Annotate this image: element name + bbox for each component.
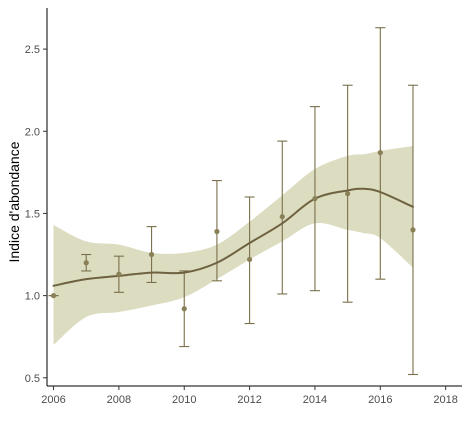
x-tick-label-2006: 2006 bbox=[41, 394, 65, 406]
y-tick-label-2.5: 2.5 bbox=[25, 44, 40, 56]
data-point-2014 bbox=[312, 196, 318, 202]
axes bbox=[46, 8, 462, 387]
data-point-2013 bbox=[279, 214, 285, 220]
y-tick-label-1: 1.0 bbox=[25, 291, 40, 303]
y-tick-label-0.5: 0.5 bbox=[25, 373, 40, 385]
data-point-2007 bbox=[83, 260, 89, 266]
data-point-2010 bbox=[181, 306, 187, 312]
x-tick-label-2016: 2016 bbox=[368, 394, 392, 406]
data-point-2012 bbox=[246, 256, 253, 263]
x-tick-label-2008: 2008 bbox=[107, 394, 131, 406]
data-point-2011 bbox=[214, 228, 220, 235]
confidence-ribbon bbox=[53, 146, 413, 345]
x-tick-label-2012: 2012 bbox=[237, 394, 261, 406]
y-axis-title: Indice d'abondance bbox=[6, 141, 22, 262]
data-point-2017 bbox=[410, 227, 416, 233]
x-ticks: 2006 2008 2010 2012 2014 2016 2018 bbox=[41, 386, 458, 406]
data-point-2006 bbox=[50, 293, 57, 299]
y-ticks: 0.5 1.0 1.5 2.0 2.5 bbox=[25, 44, 47, 385]
data-point-2008 bbox=[116, 271, 122, 277]
x-tick-label-2014: 2014 bbox=[303, 394, 327, 406]
x-tick-label-2018: 2018 bbox=[433, 394, 457, 406]
confidence-ribbon-layer bbox=[53, 146, 413, 345]
point-layer bbox=[50, 150, 416, 312]
data-point-2016 bbox=[377, 150, 383, 156]
x-tick-label-2010: 2010 bbox=[172, 394, 196, 406]
y-tick-label-1.5: 1.5 bbox=[25, 208, 40, 220]
data-point-2009 bbox=[148, 251, 155, 258]
y-tick-label-2: 2.0 bbox=[25, 126, 40, 138]
data-point-2015 bbox=[345, 191, 351, 197]
